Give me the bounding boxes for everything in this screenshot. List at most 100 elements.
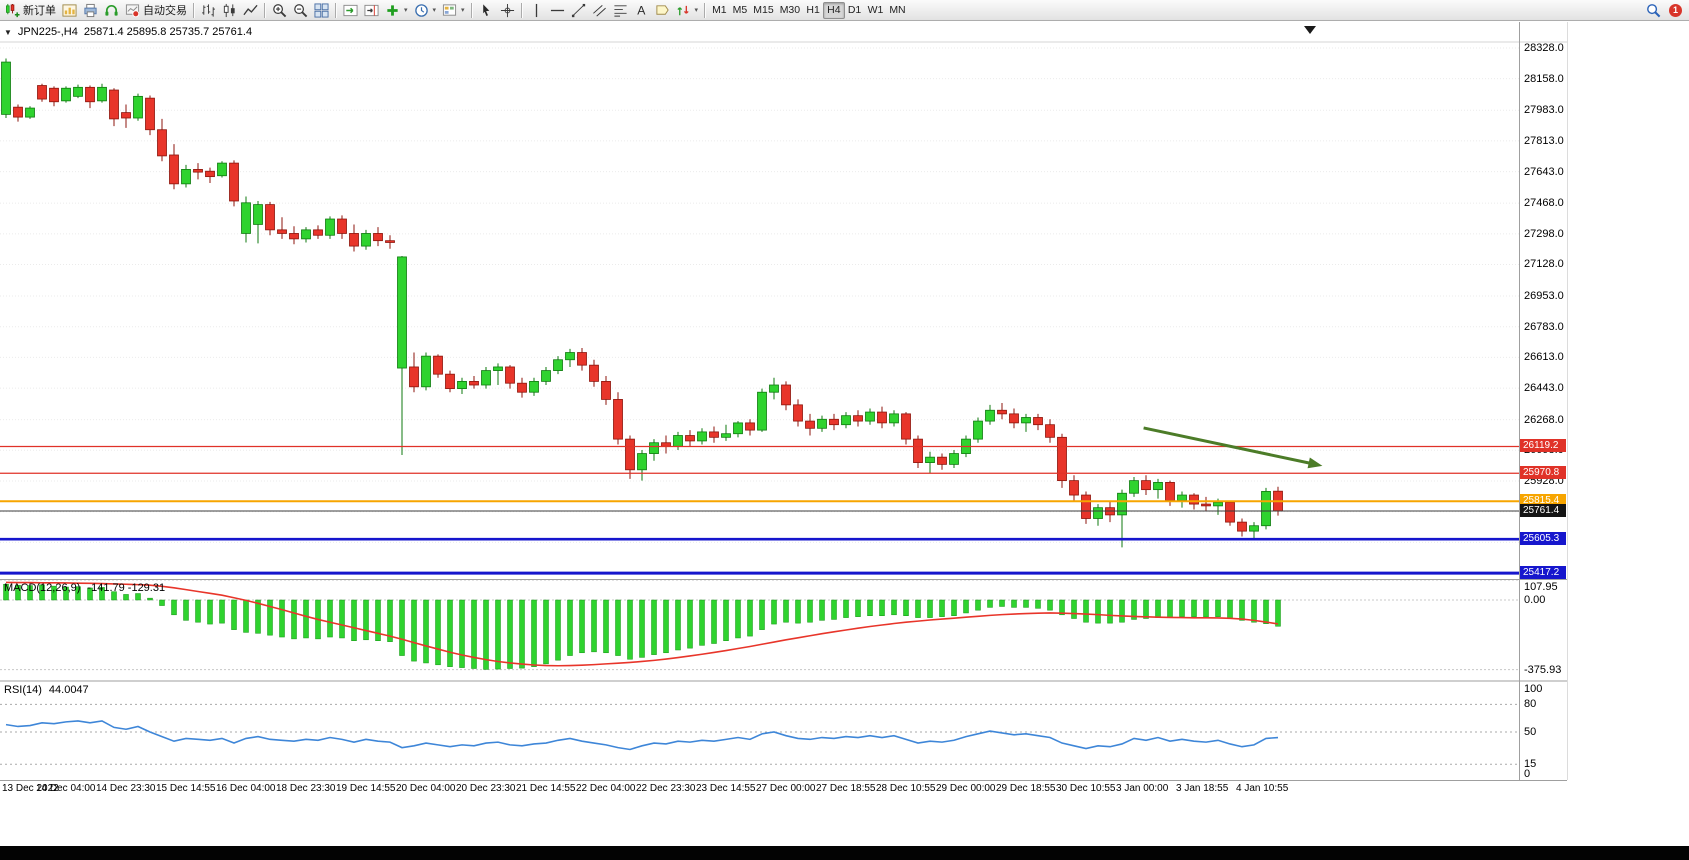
- candle-body: [625, 438, 635, 471]
- timeframe-m5[interactable]: M5: [730, 1, 751, 20]
- crosshair-icon: [500, 3, 515, 18]
- macd-histogram-bar: [1083, 599, 1089, 623]
- chart-shift-marker[interactable]: [1304, 26, 1316, 34]
- macd-histogram-bar: [1239, 599, 1245, 621]
- auto-scroll-button[interactable]: [340, 1, 361, 20]
- text-label-button[interactable]: [652, 1, 673, 20]
- macd-histogram-bar: [1155, 599, 1161, 618]
- new-order-button[interactable]: 新订单: [2, 1, 59, 20]
- candle-body: [781, 384, 791, 406]
- macd-histogram-bar: [363, 599, 369, 641]
- rsi-label: RSI(14): [4, 684, 42, 696]
- candle-body: [1153, 482, 1163, 491]
- trendline-button[interactable]: [568, 1, 589, 20]
- macd-histogram-bar: [1131, 599, 1137, 620]
- candle-body: [505, 366, 515, 384]
- zoom-in-button[interactable]: [269, 1, 290, 20]
- macd-histogram-bar: [975, 599, 981, 611]
- candles: [1, 58, 1283, 548]
- candle-body: [529, 380, 539, 393]
- candle-body: [109, 89, 119, 120]
- candle-body: [85, 86, 95, 103]
- candle-body: [1081, 494, 1091, 519]
- arrows-icon: [676, 3, 691, 18]
- timeframe-mn[interactable]: MN: [886, 1, 908, 20]
- macd-histogram-bar: [843, 599, 849, 618]
- indicators-button[interactable]: ▾: [382, 1, 411, 20]
- search-button[interactable]: [1643, 1, 1664, 20]
- arrows-shapes-button[interactable]: ▾: [673, 1, 702, 20]
- macd-histogram-bar: [903, 599, 909, 616]
- candle-body: [457, 380, 467, 390]
- trendline-icon: [571, 3, 586, 18]
- macd-header: MACD(12,26,9) -141.79 -129.31: [4, 582, 165, 594]
- fibonacci-button[interactable]: [610, 1, 631, 20]
- candle-body: [553, 359, 563, 371]
- candle-body: [385, 240, 395, 243]
- candle-body: [1201, 503, 1211, 507]
- toolbar-separator: [193, 2, 195, 18]
- line-chart-button[interactable]: [240, 1, 261, 20]
- chart-shift-button[interactable]: [361, 1, 382, 20]
- timeframe-m15[interactable]: M15: [750, 1, 776, 20]
- macd-values: -141.79 -129.31: [87, 582, 166, 594]
- print-button[interactable]: [80, 1, 101, 20]
- candle-body: [733, 422, 743, 435]
- macd-histogram-bar: [27, 585, 33, 601]
- channel-button[interactable]: [589, 1, 610, 20]
- timeframe-m30[interactable]: M30: [777, 1, 803, 20]
- timeframe-h1[interactable]: H1: [803, 1, 823, 20]
- horizontal-line-button[interactable]: [547, 1, 568, 20]
- candle-body: [1045, 424, 1055, 438]
- timeframe-w1[interactable]: W1: [865, 1, 887, 20]
- candle-body: [721, 433, 731, 438]
- candle-body: [841, 415, 851, 426]
- macd-histogram-bar: [519, 599, 525, 669]
- macd-histogram-bar: [639, 599, 645, 658]
- chevron-down-icon: ▾: [404, 7, 408, 14]
- candlestick-chart-button[interactable]: [219, 1, 240, 20]
- market-depth-button[interactable]: [59, 1, 80, 20]
- candle-body: [157, 129, 167, 157]
- timeframe-m1[interactable]: M1: [709, 1, 730, 20]
- macd-histogram-bar: [207, 599, 213, 625]
- macd-histogram-bar: [15, 584, 21, 601]
- timeframe-h4[interactable]: H4: [823, 1, 845, 19]
- candle-body: [805, 420, 815, 429]
- candle-body: [337, 218, 347, 234]
- candle-body: [73, 86, 83, 97]
- macd-histogram-bar: [747, 599, 753, 637]
- macd-signal-line: [5, 581, 1279, 667]
- candlestick-icon: [222, 3, 237, 18]
- crosshair-button[interactable]: [497, 1, 518, 20]
- candle-body: [709, 431, 719, 438]
- candle-body: [745, 422, 755, 431]
- vertical-line-button[interactable]: [526, 1, 547, 20]
- autotrading-button[interactable]: 自动交易: [122, 1, 190, 20]
- periods-button[interactable]: ▾: [411, 1, 440, 20]
- macd-histogram-bar: [531, 599, 537, 667]
- cursor-button[interactable]: [476, 1, 497, 20]
- candle-body: [865, 411, 875, 422]
- one-click-trading-toggle[interactable]: ▼: [4, 27, 12, 37]
- text-tool-button[interactable]: A: [631, 1, 652, 20]
- macd-histogram-bar: [339, 599, 345, 639]
- toolbar-right-tools: 1: [1643, 1, 1687, 20]
- horizontal-line-icon: [550, 3, 565, 18]
- candle-body: [1009, 413, 1019, 424]
- macd-histogram-bar: [1059, 599, 1065, 616]
- candle-body: [1189, 494, 1199, 505]
- macd-histogram-bar: [1263, 599, 1269, 624]
- zoom-out-button[interactable]: [290, 1, 311, 20]
- macd-histogram-bar: [195, 599, 201, 623]
- candle-body: [913, 438, 923, 463]
- templates-button[interactable]: ▾: [439, 1, 468, 20]
- trend-arrow-annotation[interactable]: [1143, 426, 1313, 466]
- timeframe-d1[interactable]: D1: [845, 1, 865, 20]
- bar-chart-button[interactable]: [198, 1, 219, 20]
- macd-histogram-bar: [351, 599, 357, 641]
- support-button[interactable]: [101, 1, 122, 20]
- notification-badge[interactable]: 1: [1669, 3, 1682, 17]
- tile-windows-button[interactable]: [311, 1, 332, 20]
